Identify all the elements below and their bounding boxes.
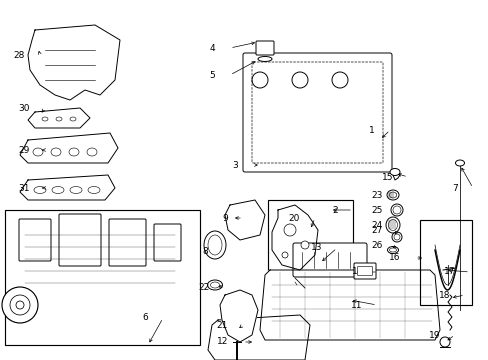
Text: 11: 11 — [350, 301, 361, 310]
Bar — [419, 220, 471, 305]
Ellipse shape — [389, 168, 399, 176]
Text: 30: 30 — [19, 104, 30, 112]
Circle shape — [439, 337, 449, 347]
Text: 21: 21 — [216, 320, 227, 329]
Circle shape — [10, 295, 30, 315]
Ellipse shape — [393, 234, 399, 240]
FancyBboxPatch shape — [154, 224, 181, 261]
Text: 5: 5 — [209, 71, 215, 80]
Circle shape — [331, 72, 347, 88]
Text: 6: 6 — [142, 314, 148, 323]
Text: 19: 19 — [427, 330, 439, 339]
FancyBboxPatch shape — [256, 41, 273, 55]
Ellipse shape — [385, 217, 399, 233]
FancyBboxPatch shape — [353, 263, 375, 279]
Text: 26: 26 — [371, 240, 382, 249]
Text: 20: 20 — [288, 213, 299, 222]
Polygon shape — [28, 25, 120, 100]
Polygon shape — [28, 108, 90, 128]
Circle shape — [284, 224, 295, 236]
Ellipse shape — [454, 160, 464, 166]
Ellipse shape — [387, 220, 397, 230]
Text: 22: 22 — [198, 284, 209, 292]
Text: 15: 15 — [381, 172, 392, 181]
Polygon shape — [207, 315, 309, 360]
FancyBboxPatch shape — [19, 219, 51, 261]
Text: 28: 28 — [14, 50, 25, 59]
Text: 18: 18 — [438, 291, 449, 300]
Ellipse shape — [386, 190, 398, 200]
Bar — [267, 200, 352, 290]
Ellipse shape — [389, 192, 396, 198]
Text: 25: 25 — [371, 206, 382, 215]
FancyBboxPatch shape — [292, 243, 366, 277]
Polygon shape — [224, 200, 264, 240]
Text: 7: 7 — [451, 184, 457, 193]
Polygon shape — [20, 133, 118, 163]
Text: 17: 17 — [443, 267, 454, 276]
Text: 24: 24 — [371, 220, 382, 230]
Ellipse shape — [392, 206, 400, 214]
Ellipse shape — [391, 232, 401, 242]
Text: 4: 4 — [209, 44, 215, 53]
Text: 10: 10 — [10, 306, 22, 315]
Polygon shape — [20, 175, 115, 200]
Text: 27: 27 — [371, 225, 382, 234]
Ellipse shape — [389, 248, 396, 252]
Bar — [5, 210, 200, 345]
Text: 16: 16 — [387, 253, 399, 262]
Ellipse shape — [386, 247, 398, 253]
Ellipse shape — [207, 280, 222, 290]
Circle shape — [291, 72, 307, 88]
FancyBboxPatch shape — [357, 266, 372, 275]
FancyBboxPatch shape — [243, 53, 391, 172]
Polygon shape — [271, 205, 317, 270]
Text: 8: 8 — [202, 248, 207, 256]
Text: 9: 9 — [222, 213, 227, 222]
Text: 31: 31 — [19, 184, 30, 193]
Text: 29: 29 — [19, 145, 30, 154]
FancyBboxPatch shape — [59, 214, 101, 266]
FancyBboxPatch shape — [109, 219, 146, 266]
Ellipse shape — [390, 204, 402, 216]
Text: 1: 1 — [368, 126, 374, 135]
Polygon shape — [260, 270, 439, 340]
Circle shape — [16, 301, 24, 309]
Ellipse shape — [210, 282, 219, 288]
Circle shape — [282, 252, 287, 258]
Ellipse shape — [207, 235, 222, 255]
Text: 12: 12 — [216, 338, 227, 346]
Text: 13: 13 — [310, 243, 321, 252]
Ellipse shape — [203, 231, 225, 259]
Circle shape — [301, 241, 308, 249]
Text: 23: 23 — [371, 190, 382, 199]
Circle shape — [2, 287, 38, 323]
Text: 14: 14 — [351, 267, 362, 276]
Text: 2: 2 — [332, 206, 337, 215]
Text: 3: 3 — [232, 161, 238, 170]
Circle shape — [251, 72, 267, 88]
Ellipse shape — [258, 57, 271, 62]
Polygon shape — [220, 290, 258, 342]
